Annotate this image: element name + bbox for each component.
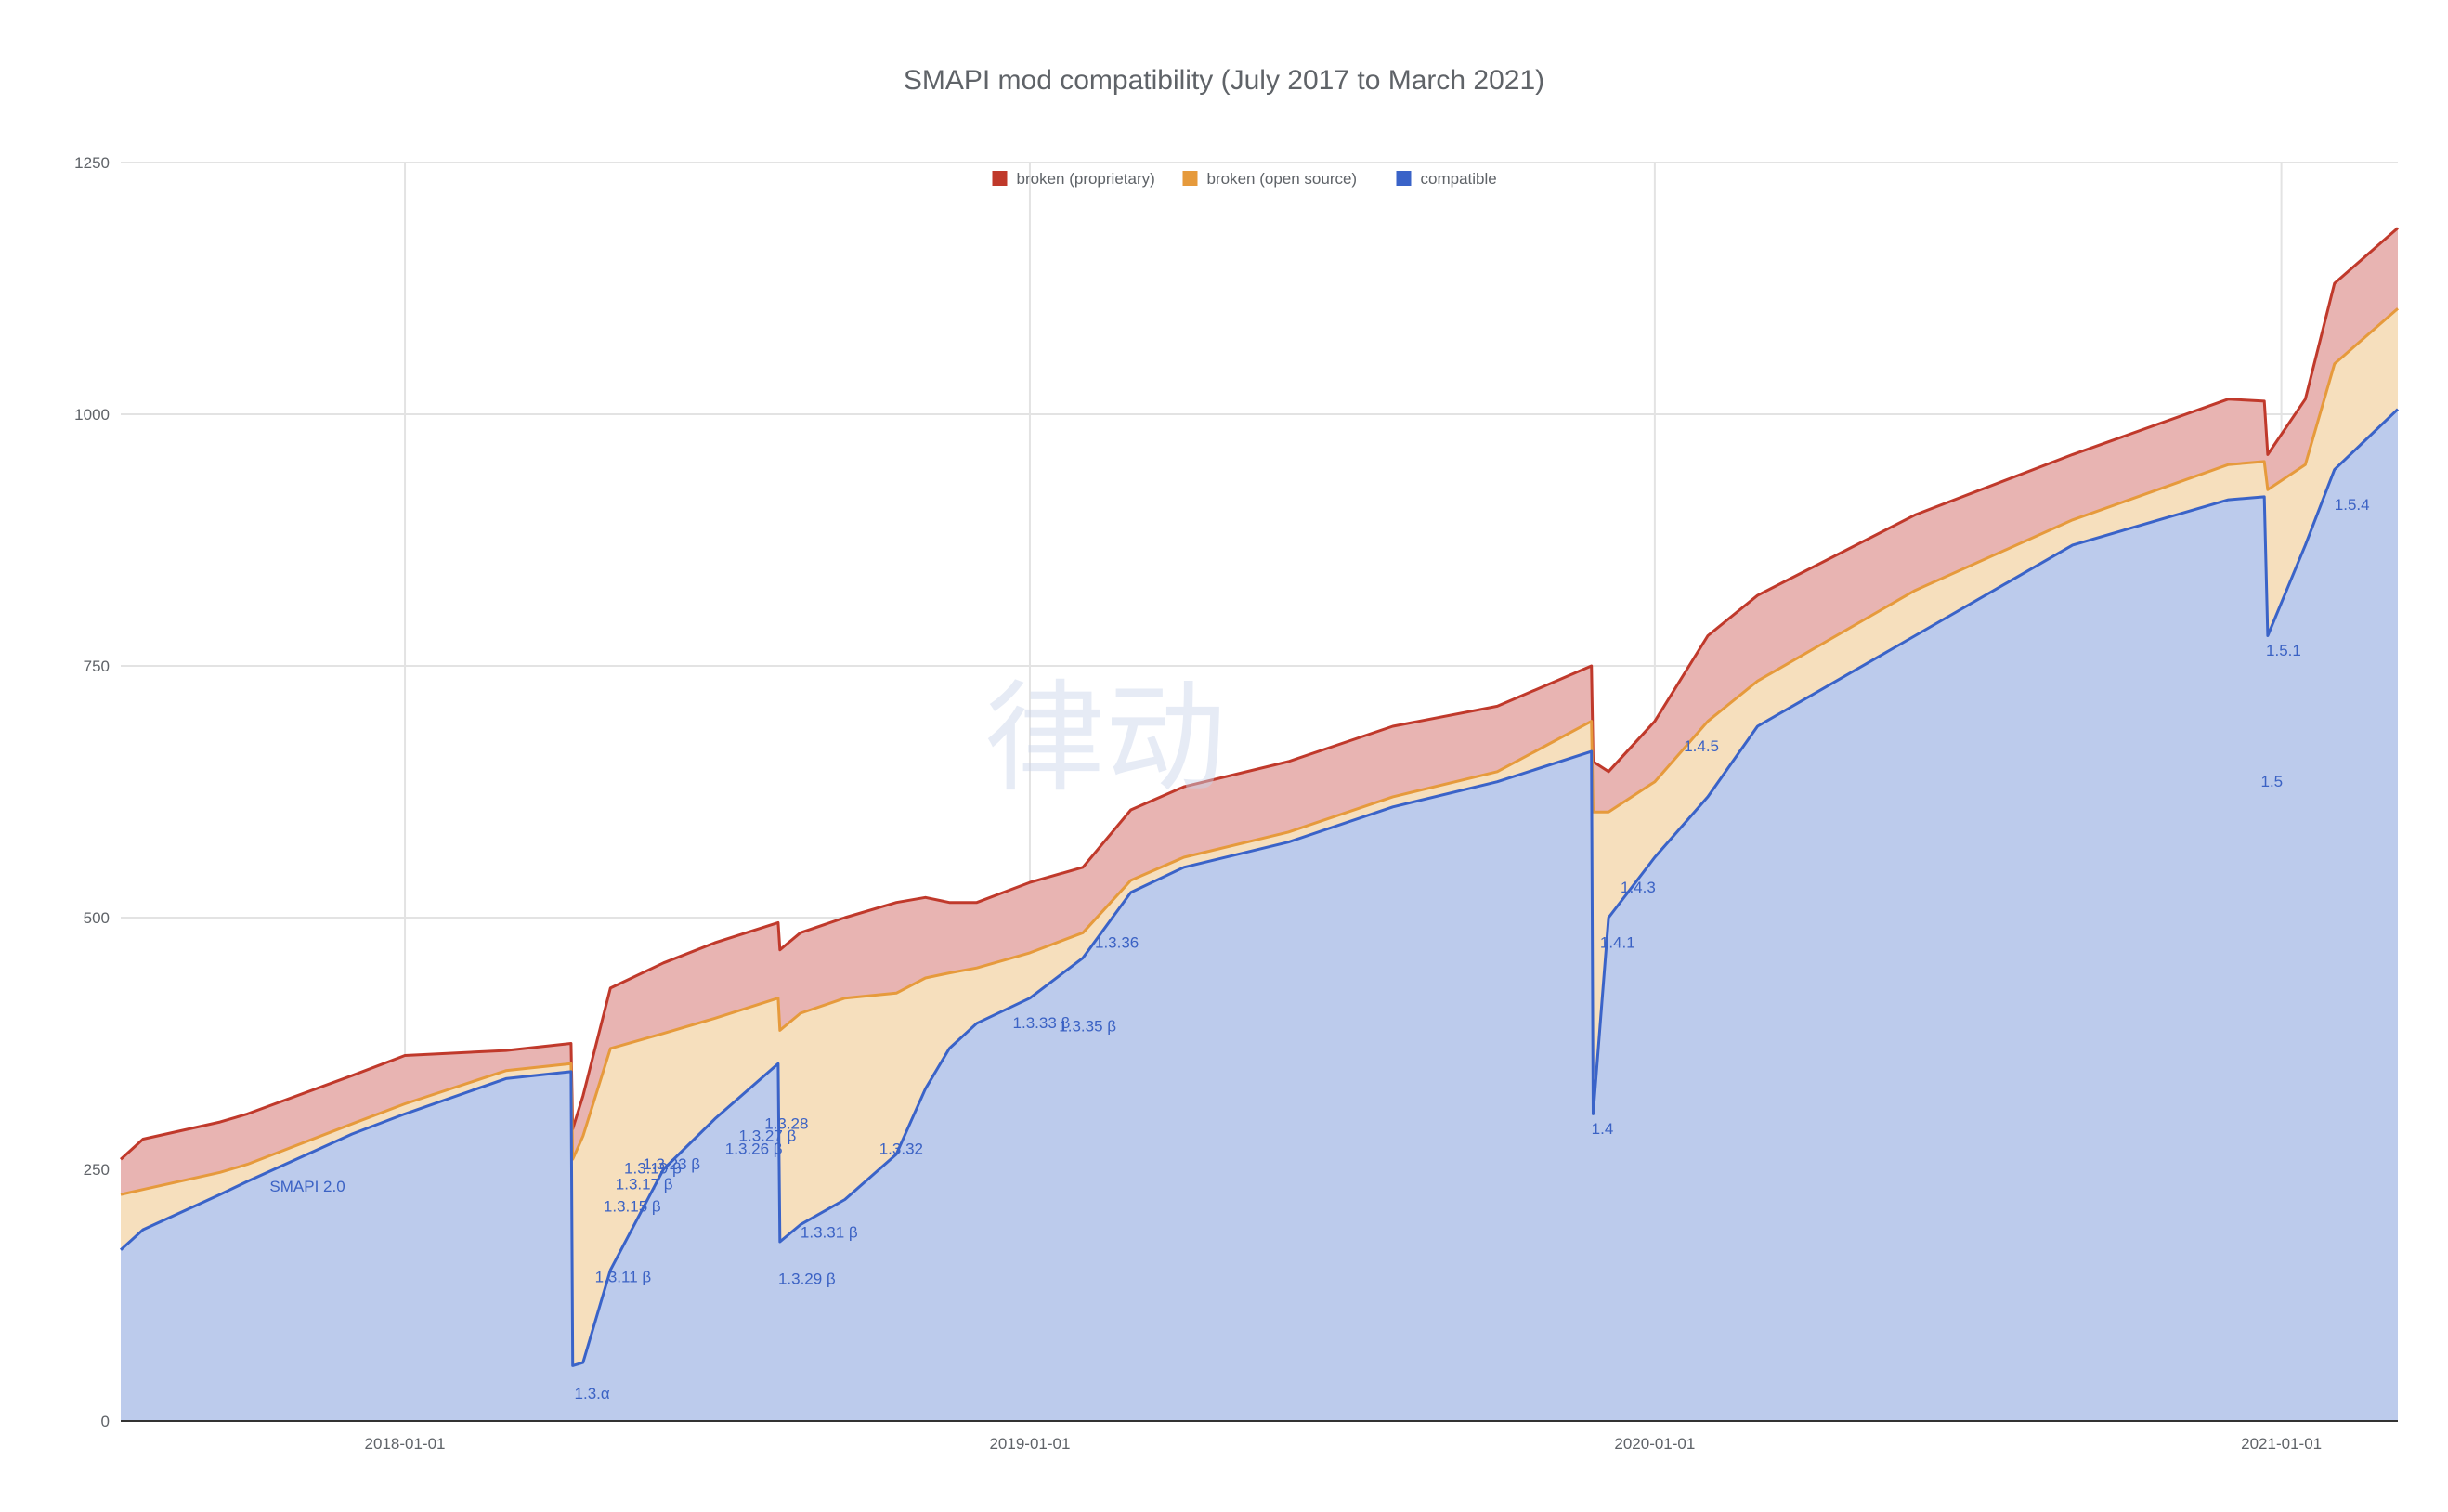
chart-title: SMAPI mod compatibility (July 2017 to Ma…: [903, 65, 1545, 96]
release-label: 1.3.17 β: [616, 1176, 673, 1193]
release-label: 1.3.26 β: [725, 1141, 783, 1158]
release-label: 1.3.15 β: [604, 1198, 661, 1216]
release-label: 1.3.35 β: [1059, 1017, 1116, 1035]
release-label: 1.5: [2261, 773, 2284, 790]
release-label: 1.3.27 β: [739, 1127, 797, 1145]
release-label: 1.5.4: [2335, 496, 2370, 514]
line-compatible: [119, 408, 2400, 1367]
y-tick-label: 250: [84, 1161, 110, 1179]
x-tick-label: 2020-01-01: [1614, 1435, 1695, 1453]
release-label: 1.5.1: [2266, 642, 2301, 659]
release-label: 1.3.36: [1095, 934, 1139, 952]
release-label: 1.3.19 β: [624, 1159, 682, 1177]
release-label: 1.3.23 β: [643, 1155, 700, 1173]
release-label: 1.3.29 β: [778, 1271, 836, 1288]
legend-label-broken-open-source: broken (open source): [1207, 170, 1358, 188]
x-tick-label: 2019-01-01: [989, 1435, 1070, 1453]
y-tick-label: 1000: [74, 406, 110, 424]
legend-swatch-broken-proprietary: [992, 171, 1008, 186]
release-label: 1.4.5: [1684, 737, 1719, 755]
release-label: 1.3.28: [764, 1115, 808, 1133]
release-label: 1.3.31 β: [801, 1224, 858, 1242]
line-broken-proprietary: [119, 227, 2399, 1161]
release-label: 1.3.11 β: [595, 1268, 652, 1285]
y-tick-label: 500: [84, 909, 110, 927]
legend-swatch-compatible: [1396, 171, 1412, 186]
release-label: 1.3.33 β: [1013, 1014, 1071, 1032]
y-tick-label: 1250: [74, 154, 110, 172]
release-label: SMAPI 2.0: [269, 1178, 345, 1195]
x-tick-label: 2018-01-01: [365, 1435, 446, 1453]
release-label: 1.4: [1592, 1120, 1614, 1138]
area-compatible: [121, 409, 2398, 1422]
y-tick-label: 0: [101, 1413, 110, 1430]
legend-label-compatible: compatible: [1421, 170, 1497, 188]
line-broken-open-source: [120, 307, 2399, 1196]
y-tick-label: 750: [84, 658, 110, 675]
x-tick-label: 2021-01-01: [2241, 1435, 2322, 1453]
release-label: 1.3.α: [575, 1385, 610, 1402]
release-label: 1.4.1: [1600, 934, 1635, 952]
watermark-logo: 律动: [984, 668, 1226, 809]
area-broken-open-source: [121, 308, 2398, 1366]
release-label: 1.3.32: [879, 1141, 923, 1158]
release-label: 1.4.3: [1621, 879, 1656, 896]
legend-label-broken-proprietary: broken (proprietary): [1017, 170, 1155, 188]
legend-swatch-broken-open-source: [1182, 171, 1198, 186]
